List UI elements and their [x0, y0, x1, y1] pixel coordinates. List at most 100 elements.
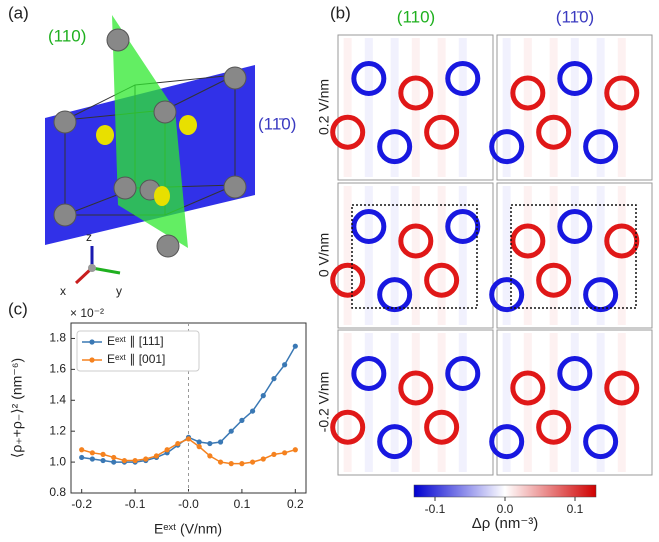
axis-name: x [60, 284, 66, 298]
ring [557, 209, 593, 245]
row-label: 0.2 V/nm [316, 79, 332, 135]
scale-note: × 10⁻² [70, 306, 104, 320]
y-tick-label: 1.4 [49, 392, 66, 406]
ring [424, 409, 460, 445]
x-tick-label: 0.2 [287, 497, 304, 511]
ring [351, 356, 387, 392]
map-shade [458, 333, 467, 472]
ring [489, 129, 525, 165]
map-shade [343, 333, 352, 472]
data-point [282, 362, 288, 368]
data-point [239, 461, 245, 467]
ring [398, 370, 434, 406]
ring [445, 356, 481, 392]
map-shade [390, 186, 399, 325]
ring [330, 262, 366, 298]
y-tick-label: 1.2 [49, 423, 66, 437]
y-tick-label: 1.0 [49, 454, 66, 468]
data-point [100, 451, 106, 457]
ring [330, 409, 366, 445]
map-shade [437, 333, 446, 472]
ring [510, 370, 546, 406]
ring [398, 75, 434, 111]
crystal-drawing [45, 15, 255, 285]
data-point [175, 440, 181, 447]
legend-marker [89, 357, 95, 363]
data-point [282, 450, 288, 456]
ring [536, 114, 572, 150]
legend-label: Eᵉˣᵗ ∥ [111] [107, 334, 164, 348]
column-header: (110) [397, 7, 435, 26]
ring [510, 75, 546, 111]
ring [398, 223, 434, 259]
ring [489, 424, 525, 460]
data-point [185, 436, 192, 442]
data-point [79, 454, 85, 461]
data-point [292, 343, 298, 349]
data-point [89, 456, 95, 462]
map-shade [549, 333, 558, 472]
axis-name: y [116, 284, 122, 298]
row-label: -0.2 V/nm [316, 372, 332, 433]
data-point [228, 461, 234, 467]
legend-label: Eᵉˣᵗ ∥ [001] [107, 352, 165, 366]
data-point [249, 408, 256, 414]
legend-marker [89, 339, 95, 345]
map-shade [458, 186, 467, 325]
ring [583, 129, 619, 165]
ring [377, 424, 413, 460]
line-chart: -0.2 -0.1 -0.0 0.1 0.2 0.8 1.0 1.2 1.4 1.6 1.8 Eᵉˣᵗ… [49, 322, 307, 511]
data-point [196, 444, 202, 450]
y-tick-label: 1.6 [49, 362, 66, 376]
data-point [111, 454, 117, 461]
ring [351, 61, 387, 97]
map-shade [596, 38, 605, 177]
density-maps [330, 34, 653, 476]
panel-label: (b) [330, 3, 351, 22]
x-tick-label: -0.0 [178, 497, 199, 511]
ring [583, 277, 619, 313]
ring [583, 424, 619, 460]
data-point [260, 393, 266, 399]
data-point [239, 417, 245, 423]
legend-box [76, 330, 200, 372]
x-axis-label: Eᵉˣᵗ (V/nm) [154, 521, 222, 537]
data-point [207, 440, 213, 447]
ring [351, 209, 387, 245]
data-point [271, 376, 277, 382]
density-map [489, 329, 653, 476]
axis-name: z [86, 230, 92, 244]
map-shade [364, 186, 373, 325]
map-shade [502, 38, 511, 177]
map-shade [570, 333, 579, 472]
ring [424, 262, 460, 298]
map-shade [364, 333, 373, 472]
data-point [217, 439, 224, 445]
colorbar [413, 484, 597, 498]
y-axis-label: ⟨ρ₊+ρ₋⟩² (nm⁻⁶) [9, 358, 25, 458]
data-point [196, 439, 202, 445]
ring [330, 114, 366, 150]
data-point [207, 453, 213, 459]
map-shade [596, 333, 605, 472]
colorbar-tick-label: 0.1 [567, 502, 584, 516]
map-shade [549, 38, 558, 177]
data-point [249, 459, 256, 465]
unit-cell [510, 204, 637, 309]
unit-cell [351, 204, 478, 309]
row-label: 0 V/nm [316, 233, 332, 277]
data-point [292, 447, 298, 453]
data-point [100, 457, 106, 464]
ring [445, 61, 481, 97]
x-tick-label: 0.1 [234, 497, 251, 511]
plane-label: (11̄0) [258, 114, 296, 133]
panel-label: (a) [8, 3, 29, 22]
panel-label: (c) [8, 299, 28, 318]
ring [536, 409, 572, 445]
colorbar-tick-label: 0.0 [497, 502, 514, 516]
ring [557, 61, 593, 97]
data-point [217, 459, 224, 465]
ring [489, 277, 525, 313]
x-tick-label: -0.1 [125, 497, 146, 511]
